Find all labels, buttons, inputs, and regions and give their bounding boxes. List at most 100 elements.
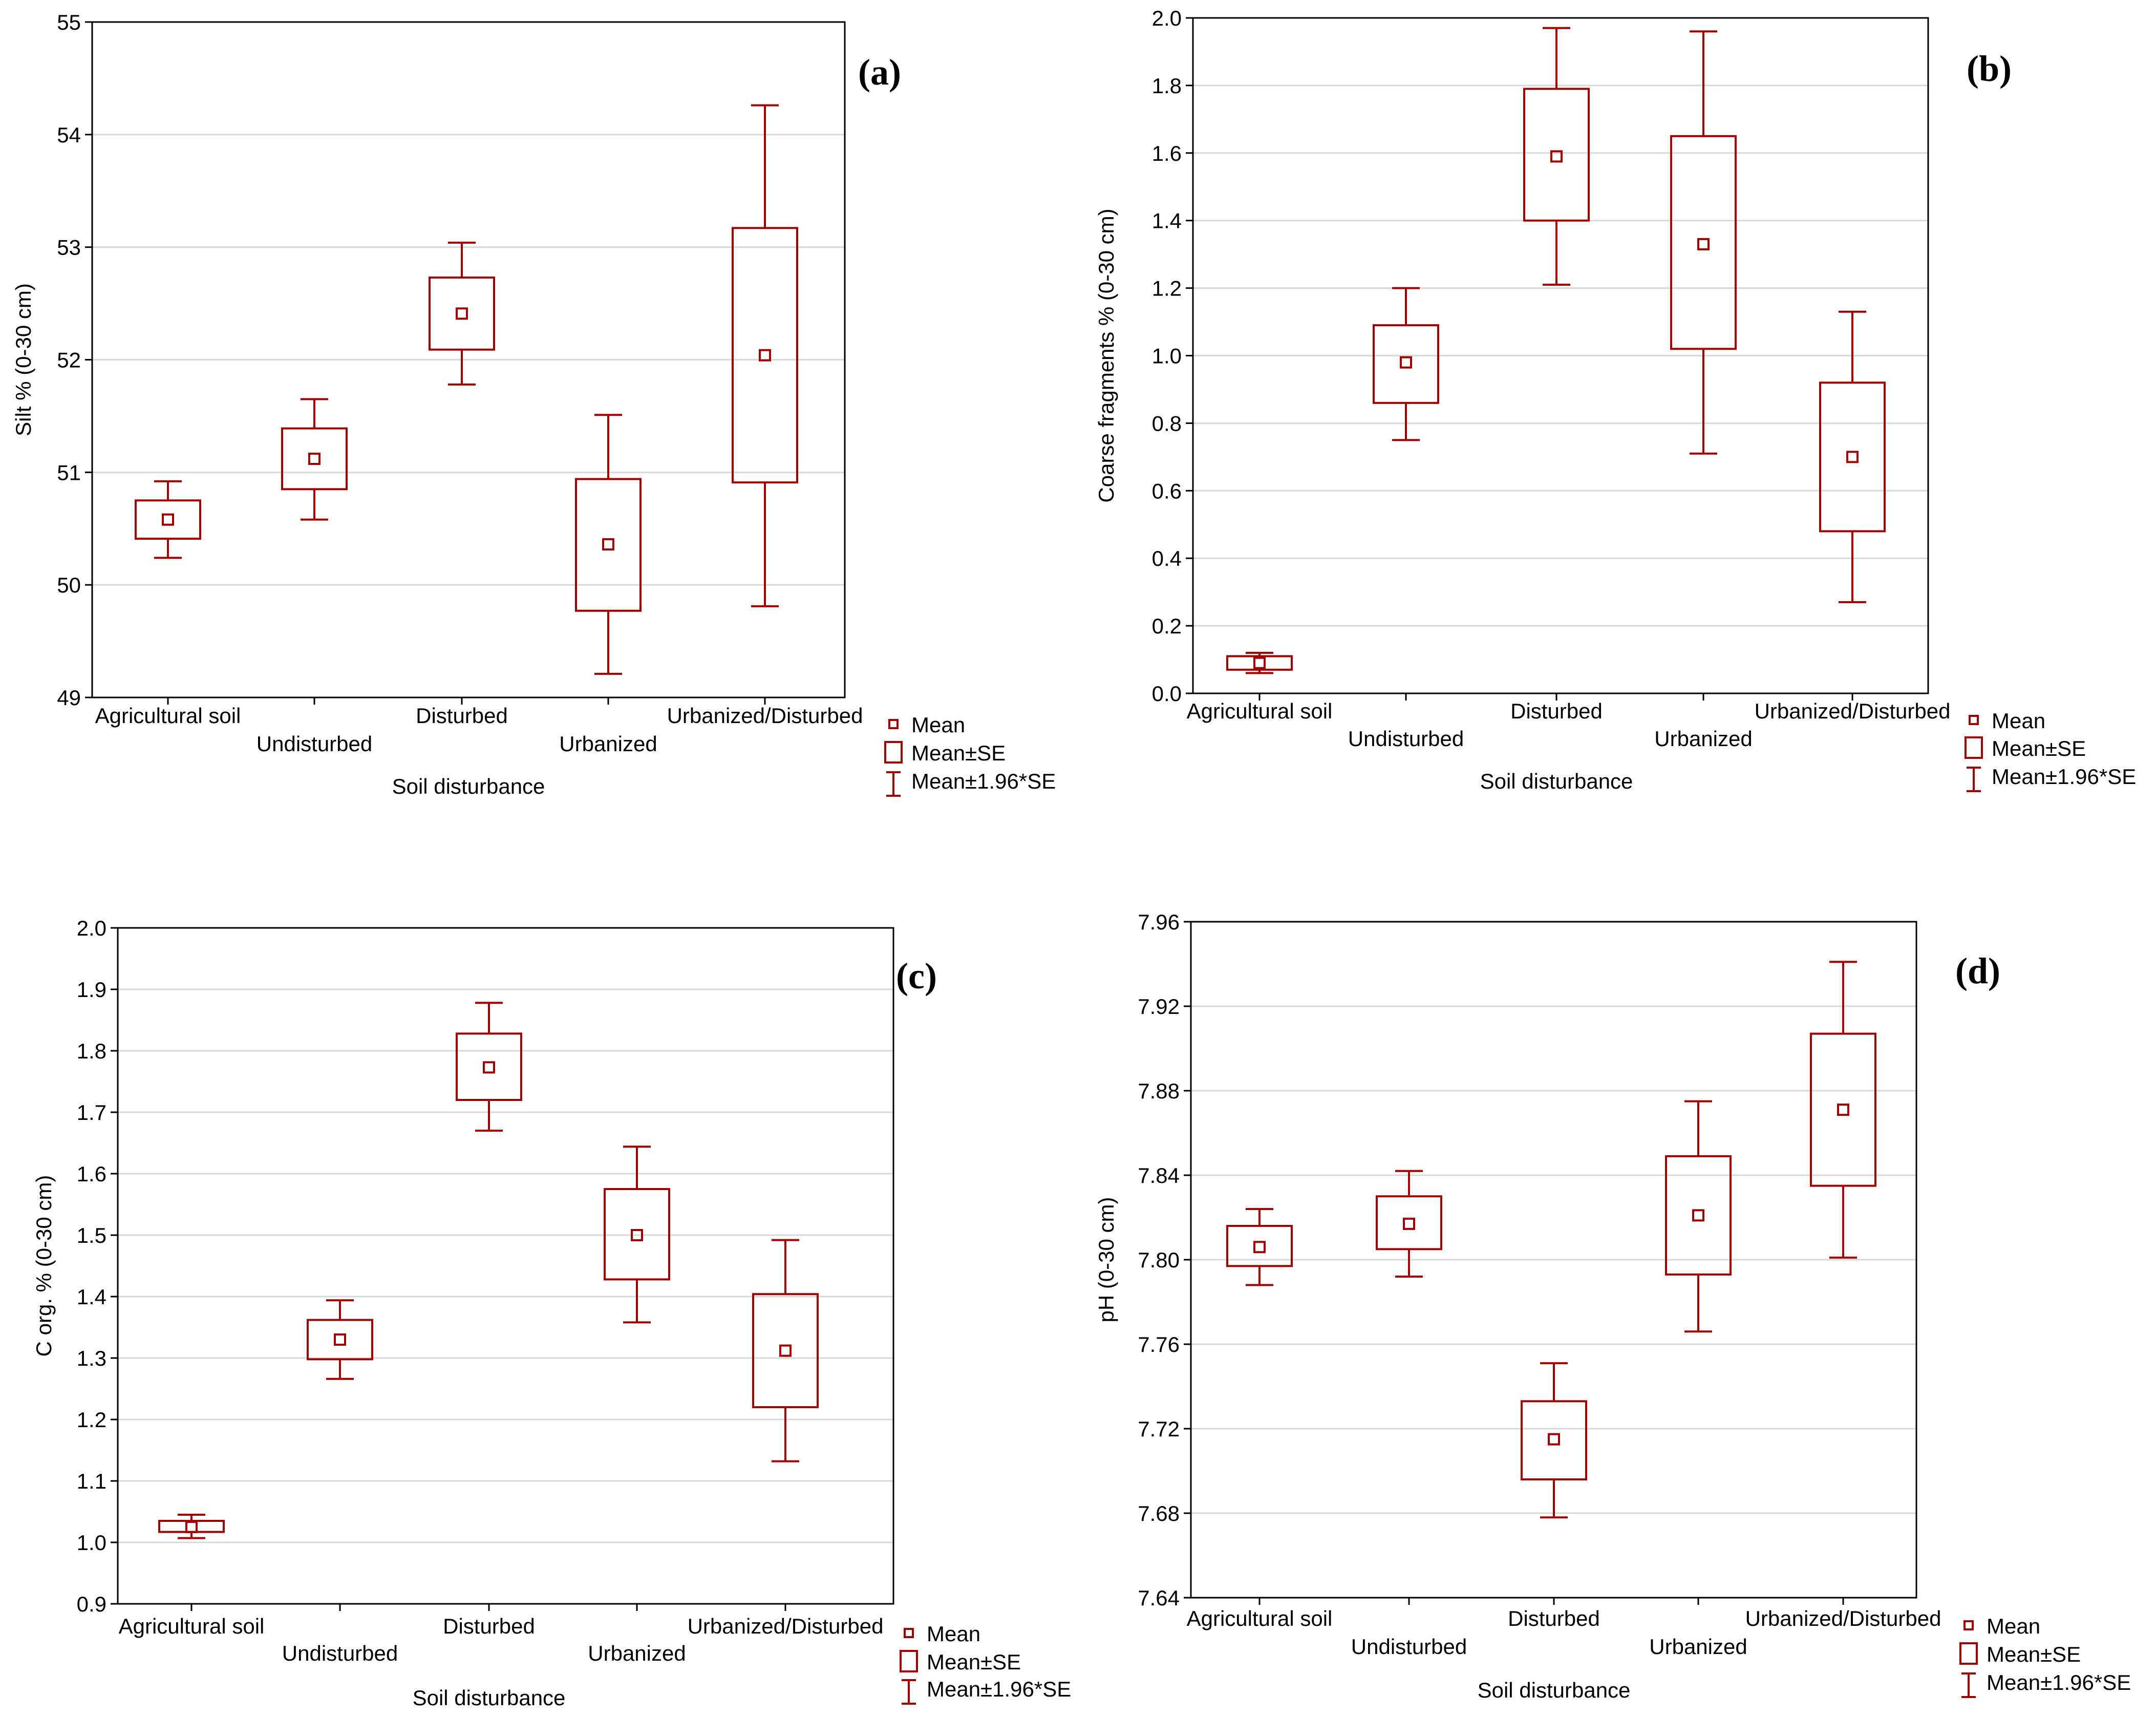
y-tick-label: 1.2 xyxy=(77,1408,106,1432)
x-tick-label: Urbanized xyxy=(1649,1635,1747,1659)
y-tick-label: 55 xyxy=(57,10,81,34)
y-tick-label: 0.2 xyxy=(1152,614,1182,638)
mean-marker xyxy=(1697,238,1710,250)
legend-mean-label: Mean xyxy=(911,713,965,737)
x-tick-label: Undisturbed xyxy=(1348,727,1464,751)
plot-frame xyxy=(117,927,894,1605)
legend-ci-label: Mean±1.96*SE xyxy=(911,769,1056,793)
legend-ci-label: Mean±1.96*SE xyxy=(1987,1670,2131,1694)
x-tick-label: Urbanized/Disturbed xyxy=(1745,1606,1941,1630)
mean-marker xyxy=(1548,1433,1560,1446)
se-box xyxy=(604,1188,670,1281)
legend-mean-symbol xyxy=(1969,715,1979,725)
x-tick-label: Urbanized xyxy=(1654,727,1752,751)
x-tick-label: Urbanized/Disturbed xyxy=(667,704,863,728)
legend-se-label: Mean±SE xyxy=(911,741,1006,765)
y-tick-label: 7.88 xyxy=(1138,1079,1180,1103)
x-tick-label: Disturbed xyxy=(1510,699,1603,723)
y-tick-label: 1.9 xyxy=(77,978,106,1002)
y-axis-title: Silt % (0-30 cm) xyxy=(11,283,35,436)
x-tick-label: Urbanized/Disturbed xyxy=(1755,699,1951,723)
panel-label: (c) xyxy=(896,956,937,997)
mean-marker xyxy=(1846,451,1859,463)
y-tick-label: 7.72 xyxy=(1138,1417,1180,1441)
legend-se-symbol xyxy=(900,1650,918,1672)
mean-marker xyxy=(162,513,174,526)
mean-marker xyxy=(759,349,771,362)
se-box xyxy=(307,1319,373,1361)
mean-marker xyxy=(483,1061,495,1074)
y-tick-label: 7.76 xyxy=(1138,1332,1180,1356)
y-tick-label: 51 xyxy=(57,460,81,484)
se-box xyxy=(1523,88,1590,222)
y-tick-label: 1.2 xyxy=(1152,277,1182,301)
se-box xyxy=(1226,655,1293,671)
legend-mean-symbol xyxy=(888,719,899,729)
y-tick-label: 0.4 xyxy=(1152,546,1182,570)
panel-label: (b) xyxy=(1967,48,2012,89)
y-tick-label: 7.64 xyxy=(1138,1586,1180,1610)
x-tick-label: Disturbed xyxy=(443,1614,535,1638)
panel-label: (a) xyxy=(858,52,901,93)
mean-marker xyxy=(308,452,321,465)
y-tick-label: 1.7 xyxy=(77,1100,106,1125)
y-tick-label: 7.80 xyxy=(1138,1248,1180,1272)
legend-se-label: Mean±SE xyxy=(1992,736,2086,760)
legend: Mean Mean±SE Mean±1.96*SE xyxy=(900,1622,1071,1705)
mean-marker xyxy=(602,538,614,551)
x-axis-title: Soil disturbance xyxy=(1478,1678,1631,1702)
mean-marker xyxy=(1253,656,1266,669)
mean-marker xyxy=(1550,150,1563,163)
y-tick-label: 0.8 xyxy=(1152,411,1182,435)
se-box xyxy=(1819,381,1886,533)
y-axis-title: pH (0-30 cm) xyxy=(1094,1197,1118,1322)
y-tick-label: 7.96 xyxy=(1138,910,1180,934)
se-box xyxy=(752,1293,819,1408)
se-box xyxy=(1670,135,1737,350)
legend-ci-label: Mean±1.96*SE xyxy=(1992,765,2136,789)
y-tick-label: 1.0 xyxy=(1152,344,1182,368)
x-tick-label: Disturbed xyxy=(1508,1606,1600,1630)
y-tick-label: 2.0 xyxy=(1152,6,1182,30)
y-axis-title: C org. % (0-30 cm) xyxy=(32,1175,56,1357)
se-box xyxy=(135,499,201,540)
x-tick-label: Agricultural soil xyxy=(1187,699,1333,723)
legend-se-label: Mean±SE xyxy=(1987,1642,2081,1666)
mean-marker xyxy=(779,1344,792,1357)
panel-label: (d) xyxy=(1955,950,2000,991)
y-tick-label: 7.68 xyxy=(1138,1501,1180,1525)
x-tick-label: Disturbed xyxy=(416,704,508,728)
y-axis-title: Coarse fragments % (0-30 cm) xyxy=(1094,208,1118,502)
se-box xyxy=(429,277,495,351)
se-box xyxy=(1376,1195,1442,1250)
y-tick-label: 0.9 xyxy=(77,1592,106,1616)
plot-frame xyxy=(1192,17,1929,694)
y-tick-label: 1.5 xyxy=(77,1223,106,1247)
y-tick-label: 52 xyxy=(57,348,81,372)
legend-se-symbol xyxy=(1965,736,1983,759)
x-tick-label: Undisturbed xyxy=(282,1641,398,1665)
mean-marker xyxy=(1253,1241,1266,1254)
mean-marker xyxy=(631,1229,643,1241)
y-tick-label: 2.0 xyxy=(77,916,106,940)
y-tick-label: 1.0 xyxy=(77,1531,106,1555)
mean-marker xyxy=(185,1521,198,1533)
plot-frame xyxy=(1190,921,1917,1599)
se-box xyxy=(281,427,348,491)
x-tick-label: Agricultural soil xyxy=(119,1614,265,1638)
mean-marker xyxy=(456,307,468,320)
y-tick-label: 1.3 xyxy=(77,1346,106,1370)
legend-mean-symbol xyxy=(1963,1620,1974,1630)
y-tick-label: 1.6 xyxy=(77,1162,106,1186)
y-tick-label: 53 xyxy=(57,236,81,260)
x-tick-label: Urbanized/Disturbed xyxy=(688,1614,884,1638)
legend-se-label: Mean±SE xyxy=(927,1650,1021,1674)
x-tick-label: Undisturbed xyxy=(1351,1635,1467,1659)
chart-panel: 7.64 7.68 7.72 7.76 7.80 7.84 7.88 7.92 7.96 Agri… xyxy=(1094,910,2131,1702)
y-tick-label: 1.8 xyxy=(1152,74,1182,98)
legend-mean-label: Mean xyxy=(1987,1614,2040,1638)
mean-marker xyxy=(1403,1217,1415,1230)
chart-panel: 49 50 51 52 53 54 55 Agricultural soil Undisturb… xyxy=(11,10,1056,798)
legend: Mean Mean±SE Mean±1.96*SE xyxy=(1965,709,2136,792)
